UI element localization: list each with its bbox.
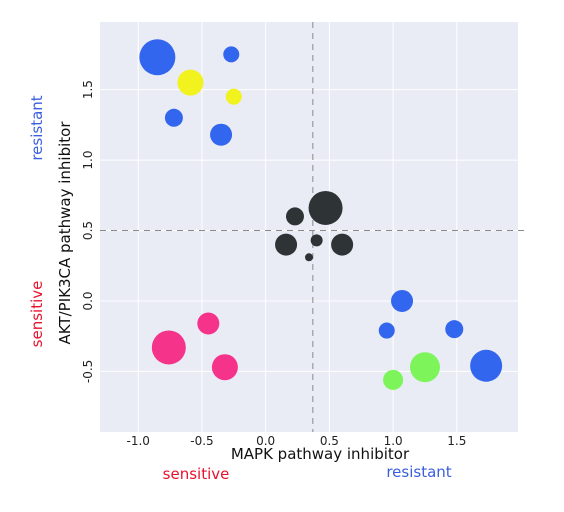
x-sensitive-label: sensitive xyxy=(163,465,230,483)
y-tick-label: 1.5 xyxy=(81,80,95,99)
data-point xyxy=(445,320,464,339)
data-point xyxy=(139,39,176,76)
x-tick-label: -0.5 xyxy=(190,434,213,448)
x-tick-label: 1.0 xyxy=(384,434,403,448)
data-points xyxy=(139,39,503,390)
data-point xyxy=(275,233,298,256)
data-point xyxy=(223,46,240,63)
data-point xyxy=(197,312,220,335)
y-tick-label: 0.0 xyxy=(81,291,95,310)
y-tick-label: 1.0 xyxy=(81,151,95,170)
y-sensitive-label: sensitive xyxy=(28,281,46,348)
data-point xyxy=(225,88,242,105)
data-point xyxy=(310,234,323,247)
x-axis-label: MAPK pathway inhibitor xyxy=(231,445,410,463)
data-point xyxy=(211,354,238,381)
data-point xyxy=(285,207,304,226)
x-resistant-label: resistant xyxy=(386,463,451,481)
data-point xyxy=(177,69,204,96)
y-tick-label: -0.5 xyxy=(81,360,95,383)
y-axis-label: AKT/PIK3CA pathway inhibitor xyxy=(56,121,74,345)
data-point xyxy=(378,322,395,339)
data-point xyxy=(308,190,343,225)
data-point xyxy=(470,349,503,382)
x-tick-label: -1.0 xyxy=(127,434,150,448)
data-point xyxy=(331,233,354,256)
x-tick-label: 0.5 xyxy=(320,434,339,448)
x-tick-label: 0.0 xyxy=(256,434,275,448)
y-axis-ticks: -0.5 0.0 0.5 1.0 1.5 xyxy=(81,80,95,383)
data-point xyxy=(383,369,404,390)
reference-lines xyxy=(100,22,524,432)
data-point xyxy=(164,108,183,127)
data-point xyxy=(151,330,186,365)
x-tick-label: 1.5 xyxy=(447,434,466,448)
data-point xyxy=(409,352,440,383)
plot-background xyxy=(100,22,518,432)
data-point xyxy=(305,253,313,262)
data-point xyxy=(210,123,233,146)
y-resistant-label: resistant xyxy=(28,95,46,160)
data-point xyxy=(391,289,414,312)
y-tick-label: 0.5 xyxy=(81,221,95,240)
x-axis-ticks: -1.0 -0.5 0.0 0.5 1.0 1.5 xyxy=(127,434,467,448)
